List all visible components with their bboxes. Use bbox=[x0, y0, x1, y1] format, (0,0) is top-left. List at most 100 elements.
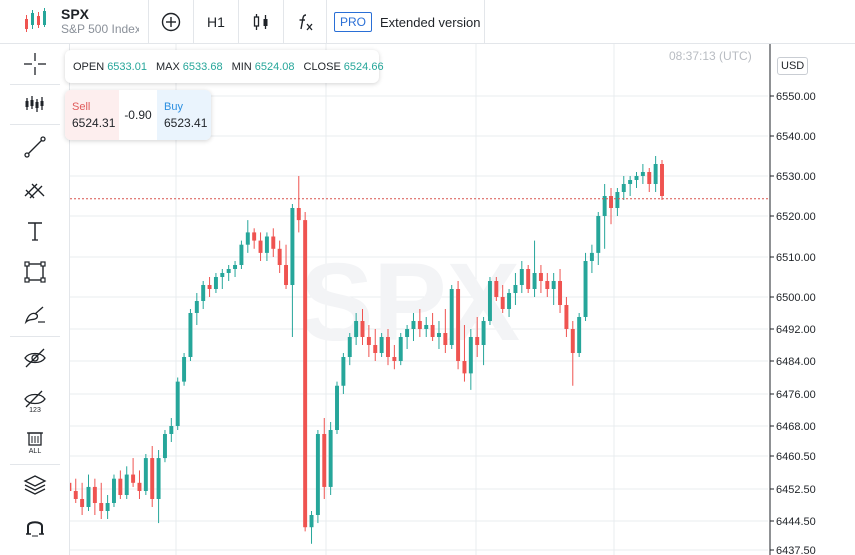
candle-body bbox=[143, 458, 148, 491]
timeframe-button[interactable]: H1 bbox=[207, 14, 225, 30]
delete-all-button[interactable]: ALL bbox=[0, 422, 70, 462]
candle-body bbox=[92, 486, 97, 503]
layers-icon bbox=[23, 475, 47, 495]
candle-body bbox=[519, 269, 524, 285]
text-tool-button[interactable] bbox=[0, 211, 70, 251]
indicators-button[interactable] bbox=[284, 0, 326, 44]
drawing-toolbar: 123 ALL bbox=[0, 44, 70, 555]
candle-body bbox=[131, 474, 136, 483]
max-label: MAX bbox=[155, 60, 180, 73]
open-label: OPEN bbox=[73, 60, 105, 73]
candle-body bbox=[405, 329, 410, 337]
magnet-button[interactable] bbox=[0, 507, 70, 547]
buy-button[interactable]: Buy 6523.41 bbox=[157, 90, 211, 140]
candle-body bbox=[392, 357, 397, 361]
candle-body bbox=[239, 244, 244, 265]
extended-version-button[interactable]: PRO Extended version bbox=[334, 0, 484, 44]
candle-body bbox=[328, 430, 333, 487]
y-tick-label: 6484.00 bbox=[776, 356, 816, 368]
candle-body bbox=[602, 196, 607, 216]
candle-body bbox=[411, 321, 416, 329]
candle-body bbox=[112, 478, 116, 503]
trend-line-tool-button[interactable] bbox=[0, 127, 70, 167]
spread-value: -0.90 bbox=[124, 108, 152, 122]
candle-body bbox=[526, 269, 531, 289]
chart-type-button[interactable] bbox=[239, 0, 283, 44]
y-tick-label: 6550.00 bbox=[776, 91, 816, 103]
candle-body bbox=[558, 281, 563, 305]
y-tick-label: 6492.00 bbox=[776, 324, 816, 336]
candle-body bbox=[386, 337, 390, 357]
y-tick-label: 6540.00 bbox=[776, 131, 816, 143]
y-tick-label: 6510.00 bbox=[776, 252, 816, 264]
buy-label: Buy bbox=[164, 101, 183, 113]
candle-body bbox=[570, 329, 575, 353]
fib-tool-button[interactable] bbox=[0, 169, 70, 209]
crosshair-tool-button[interactable] bbox=[0, 44, 70, 84]
candle-body bbox=[226, 269, 231, 273]
candle-body bbox=[634, 176, 639, 180]
candles-logo-icon bbox=[25, 8, 46, 32]
candle-body bbox=[449, 289, 454, 345]
close-value: 6524.66 bbox=[343, 60, 384, 73]
trend-line-icon bbox=[24, 136, 46, 158]
indicators-tool-button[interactable] bbox=[0, 84, 70, 124]
magnet-icon bbox=[26, 521, 44, 537]
candle-body bbox=[589, 252, 594, 261]
candle-body bbox=[169, 426, 174, 434]
candle-body bbox=[647, 172, 652, 184]
symbol-watermark: SPX bbox=[300, 241, 520, 364]
sell-price: 6524.31 bbox=[72, 116, 116, 130]
hide-drawings-icon bbox=[24, 348, 46, 368]
top-toolbar: SPX S&P 500 Index H1 PRO Extended versio… bbox=[0, 0, 855, 44]
candle-body bbox=[577, 317, 582, 353]
tool-divider bbox=[10, 124, 60, 125]
toolbar-divider bbox=[484, 0, 485, 44]
candle-body bbox=[640, 172, 645, 176]
close-label: CLOSE bbox=[303, 60, 341, 73]
hide-drawings-button[interactable] bbox=[0, 338, 70, 378]
candle-body bbox=[615, 192, 620, 208]
candle-body bbox=[182, 357, 187, 382]
brush-tool-icon bbox=[24, 306, 45, 325]
add-symbol-button[interactable] bbox=[149, 0, 193, 44]
candlestick-icon bbox=[253, 14, 268, 30]
candle-body bbox=[494, 281, 499, 297]
candle-body bbox=[417, 321, 422, 329]
candle-body bbox=[347, 337, 352, 357]
candle-body bbox=[271, 236, 276, 249]
candle-body bbox=[252, 232, 257, 241]
symbol-ticker[interactable]: SPX bbox=[61, 6, 90, 22]
tool-divider bbox=[10, 84, 60, 85]
candle-body bbox=[481, 321, 486, 345]
candle-body bbox=[124, 474, 129, 495]
candle-body bbox=[653, 164, 658, 184]
function-fx-icon bbox=[299, 14, 313, 31]
delete-all-icon: ALL bbox=[27, 432, 43, 455]
candle-body bbox=[86, 486, 91, 507]
candle-body bbox=[309, 515, 314, 528]
plus-circle-icon bbox=[161, 12, 181, 32]
candle-body bbox=[80, 499, 85, 507]
svg-text:ALL: ALL bbox=[29, 448, 42, 455]
y-tick-label: 6468.00 bbox=[776, 421, 816, 433]
fib-tools-icon bbox=[24, 183, 45, 199]
hide-indicators-button[interactable]: 123 bbox=[0, 381, 70, 421]
layers-button[interactable] bbox=[0, 465, 70, 505]
y-tick-label: 6500.00 bbox=[776, 292, 816, 304]
toolbar-divider bbox=[148, 0, 149, 44]
candle-body bbox=[201, 285, 206, 301]
candle-body bbox=[628, 180, 633, 184]
candle-body bbox=[150, 458, 155, 499]
candle-body bbox=[660, 164, 664, 196]
candle-body bbox=[188, 313, 193, 357]
currency-button[interactable]: USD bbox=[777, 57, 809, 75]
brush-tool-button[interactable] bbox=[0, 294, 70, 334]
rectangle-tool-button[interactable] bbox=[0, 252, 70, 292]
sell-button[interactable]: Sell 6524.31 bbox=[65, 90, 119, 140]
candle-body bbox=[322, 434, 327, 487]
candle-body bbox=[551, 281, 556, 289]
candle-body bbox=[583, 261, 588, 317]
